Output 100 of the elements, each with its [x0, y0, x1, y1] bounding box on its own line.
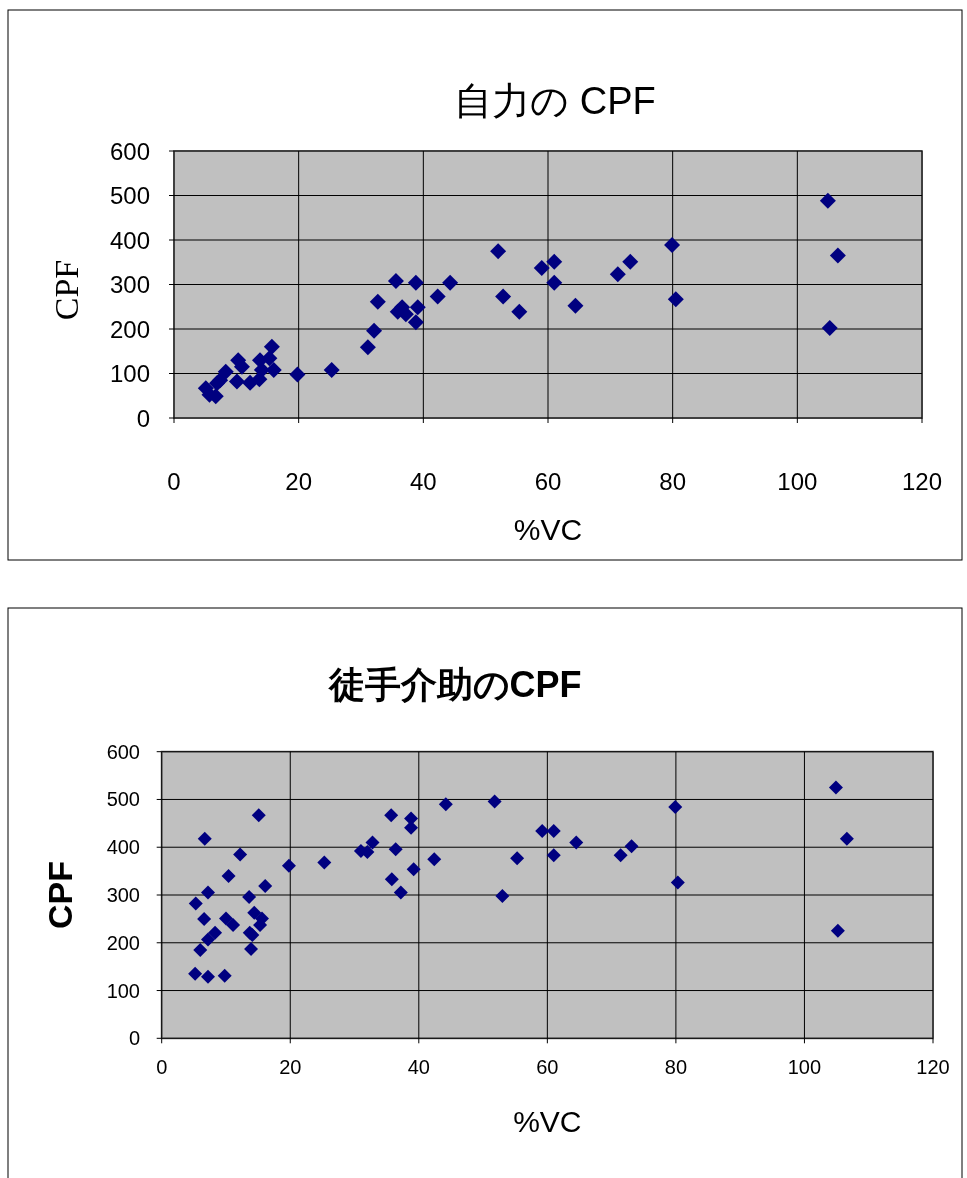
point	[365, 835, 380, 850]
point	[384, 808, 399, 823]
x-tick-label: 100	[777, 468, 818, 495]
point	[495, 288, 512, 305]
point	[247, 905, 262, 920]
x-tick-label: 20	[279, 1056, 302, 1078]
point	[384, 872, 399, 887]
point	[369, 293, 386, 310]
y-tick-label: 200	[109, 315, 150, 343]
point	[668, 800, 683, 815]
point	[624, 839, 639, 854]
y-tick-label: 100	[109, 360, 150, 387]
point	[622, 253, 639, 270]
point	[188, 966, 203, 981]
point	[228, 373, 245, 390]
point	[406, 862, 421, 877]
point	[253, 918, 268, 933]
point	[830, 923, 845, 938]
point	[533, 260, 550, 277]
point	[200, 885, 215, 900]
point	[317, 855, 332, 870]
x-tick-label: 0	[167, 468, 181, 495]
point	[217, 363, 234, 380]
point	[487, 794, 502, 809]
y-axis-title: CPF	[41, 861, 79, 929]
point	[221, 868, 236, 883]
point	[511, 303, 528, 320]
x-tick-label: 20	[285, 468, 313, 495]
y-tick-label: 500	[109, 182, 150, 209]
point	[839, 831, 854, 846]
point	[546, 848, 561, 863]
point	[569, 835, 584, 850]
x-tick-label: 40	[407, 1056, 430, 1078]
y-tick-label: 200	[106, 931, 140, 954]
point	[546, 823, 561, 838]
chart-title: 自力の CPF	[454, 80, 656, 122]
point	[289, 366, 306, 383]
x-axis-title: %VC	[513, 1105, 582, 1138]
point	[366, 322, 383, 339]
point	[567, 297, 584, 314]
point	[200, 932, 215, 947]
point	[263, 338, 280, 355]
point	[242, 889, 257, 904]
point	[819, 192, 836, 209]
y-tick-label: 300	[106, 884, 140, 906]
point	[609, 266, 626, 283]
point	[261, 350, 278, 367]
y-tick-label: 600	[109, 137, 150, 165]
point	[407, 314, 424, 331]
x-tick-label: 80	[664, 1056, 688, 1078]
x-tick-label: 80	[659, 468, 687, 495]
y-tick-label: 0	[136, 404, 150, 432]
point	[821, 320, 838, 337]
point	[670, 875, 685, 890]
point	[226, 918, 241, 933]
point	[258, 878, 273, 893]
x-tick-label: 100	[787, 1056, 822, 1078]
x-axis-title: %VC	[513, 513, 583, 546]
point	[281, 858, 296, 873]
y-tick-label: 600	[106, 740, 140, 763]
point	[217, 968, 232, 983]
point	[208, 925, 223, 940]
point	[388, 842, 403, 857]
x-tick-label: 0	[156, 1056, 168, 1078]
point	[407, 274, 424, 291]
point	[429, 288, 446, 305]
point	[323, 361, 340, 378]
y-tick-label: 100	[106, 979, 140, 1002]
y-tick-label: 500	[106, 788, 140, 811]
point	[829, 247, 846, 264]
y-tick-label: 0	[128, 1027, 140, 1050]
point	[535, 823, 550, 838]
point	[200, 969, 215, 984]
y-tick-label: 300	[109, 271, 150, 298]
point	[664, 236, 681, 253]
x-tick-label: 120	[916, 1056, 950, 1078]
y-tick-label: 400	[106, 836, 140, 859]
point	[233, 847, 248, 862]
point	[359, 339, 376, 356]
point	[546, 274, 563, 291]
point	[510, 851, 525, 866]
point	[438, 797, 453, 812]
point	[490, 243, 507, 260]
point	[546, 253, 563, 270]
point	[393, 885, 408, 900]
x-tick-label: 40	[409, 468, 437, 495]
point	[197, 831, 212, 846]
point	[387, 272, 404, 289]
point	[197, 911, 212, 926]
point	[427, 852, 442, 867]
chart-title: 徒手介助のCPF	[327, 664, 582, 705]
x-tick-label: 120	[901, 468, 943, 495]
x-tick-label: 60	[536, 1056, 559, 1078]
point	[667, 291, 684, 308]
point	[188, 896, 203, 911]
point	[828, 780, 843, 795]
point	[218, 911, 233, 926]
point	[244, 941, 259, 956]
point	[495, 888, 510, 903]
point	[442, 274, 459, 291]
